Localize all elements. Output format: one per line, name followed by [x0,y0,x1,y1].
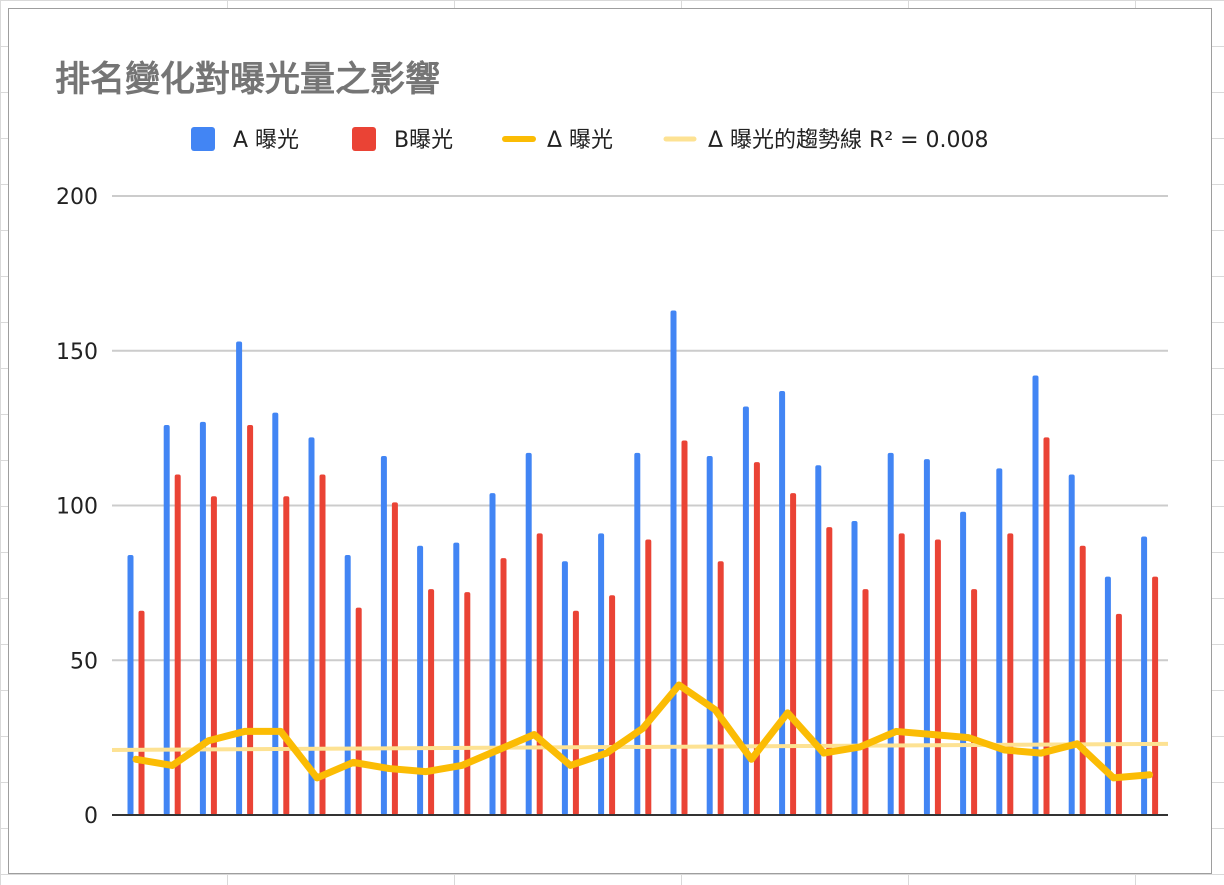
bar [717,561,724,815]
bar [1032,375,1039,815]
bar [199,421,206,815]
bar [525,452,532,815]
bar [1152,576,1159,815]
y-tick-label: 150 [56,340,98,365]
chart-title: 排名變化對曝光量之影響 [55,60,441,100]
bar [923,459,930,815]
bar [598,533,605,815]
bar [489,493,496,815]
bar [391,502,398,815]
bar [960,511,967,815]
bar [247,425,254,815]
bar [609,595,616,815]
bar [753,462,760,815]
bar [308,437,315,815]
bar [971,589,978,815]
bar [1007,533,1014,815]
bar [1104,576,1111,815]
y-tick-label: 50 [70,649,98,674]
delta-line [132,681,1154,782]
bar [355,607,362,815]
legend-swatch [191,127,215,151]
legend-label: B曝光 [394,128,453,153]
bar [283,496,290,815]
y-tick-label: 200 [56,185,98,210]
bar [428,589,435,815]
bar [815,465,822,815]
bar [634,452,641,815]
bar [670,310,677,815]
bar [996,468,1003,815]
bar [887,452,894,815]
bar [138,610,145,815]
bar [898,533,905,815]
bar [464,592,471,815]
bar [561,561,568,815]
legend-label: Δ 曝光 [547,128,613,153]
bar [826,527,833,815]
bar [380,455,387,815]
bar [934,539,941,815]
bar [851,520,858,815]
bar [681,440,688,815]
bar [1079,545,1086,815]
bar [236,341,243,815]
legend-label: Δ 曝光的趨勢線 R² = 0.008 [708,128,989,153]
bar [210,496,217,815]
bar [572,610,579,815]
bar [706,455,713,815]
bar [1043,437,1050,815]
bar [1115,613,1122,815]
bar [790,493,797,815]
bar [174,474,181,815]
bar [344,555,351,815]
legend-swatch [352,127,376,151]
legend-label: A 曝光 [233,128,299,153]
bar [1068,474,1075,815]
y-tick-label: 100 [56,495,98,520]
y-tick-label: 0 [84,804,98,829]
bar [319,474,326,815]
bar [500,558,507,815]
bar [779,390,786,815]
bar [453,542,460,815]
bar [645,539,652,815]
bar [127,555,134,815]
bar [862,589,869,815]
bar [163,425,170,815]
bar [536,533,543,815]
bar [272,412,279,815]
bar [742,406,749,815]
